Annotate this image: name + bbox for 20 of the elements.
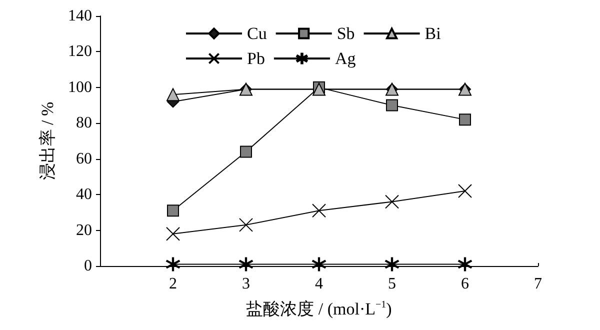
x-tick-label: 5 xyxy=(388,276,396,292)
x-tick-label: 2 xyxy=(169,276,177,292)
legend-label: Cu xyxy=(247,24,268,43)
y-tick-label: 80 xyxy=(76,114,92,132)
legend-label: Ag xyxy=(334,49,356,68)
y-tick-label: 120 xyxy=(68,43,92,60)
legend-label: Sb xyxy=(336,24,355,43)
y-tick-label: 60 xyxy=(76,150,92,168)
x-tick-label: 3 xyxy=(242,276,250,292)
legend-label: Bi xyxy=(424,24,442,43)
y-tick-label: 140 xyxy=(68,8,92,24)
y-axis-title: 浸出率 / % xyxy=(38,102,57,180)
y-tick-label: 0 xyxy=(84,258,92,274)
legend-label: Pb xyxy=(247,49,265,68)
x-tick-label: 7 xyxy=(534,276,542,292)
y-tick-label: 20 xyxy=(76,222,92,239)
x-tick-label: 6 xyxy=(461,276,469,292)
y-tick-label: 40 xyxy=(76,186,92,204)
x-tick-label: 4 xyxy=(315,276,323,292)
y-tick-label: 100 xyxy=(68,78,92,96)
